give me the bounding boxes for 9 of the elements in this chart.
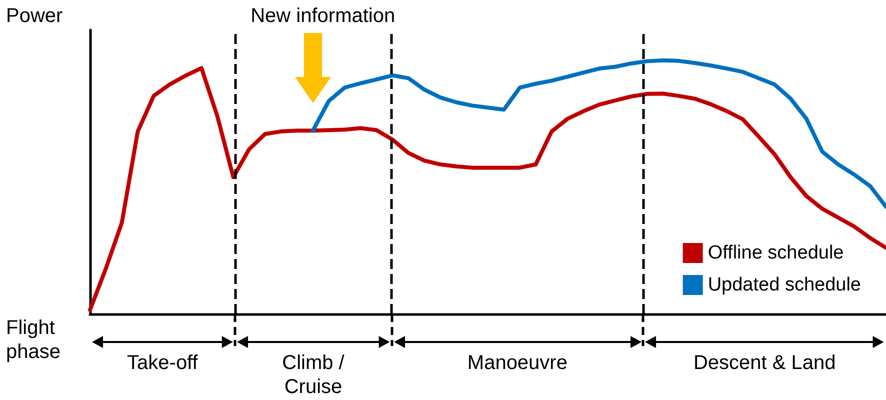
x-axis-title: Flight phase: [6, 316, 62, 364]
y-axis-title: Power: [6, 4, 63, 28]
text: Manoeuvre: [466, 351, 568, 375]
text: Take-off: [126, 351, 199, 375]
text: Climb / Cruise: [281, 351, 346, 399]
text: New information: [250, 4, 396, 28]
legend-label: Offline schedule: [708, 242, 844, 264]
text: Descent & Land: [692, 351, 837, 375]
legend-label: Updated schedule: [708, 274, 862, 296]
